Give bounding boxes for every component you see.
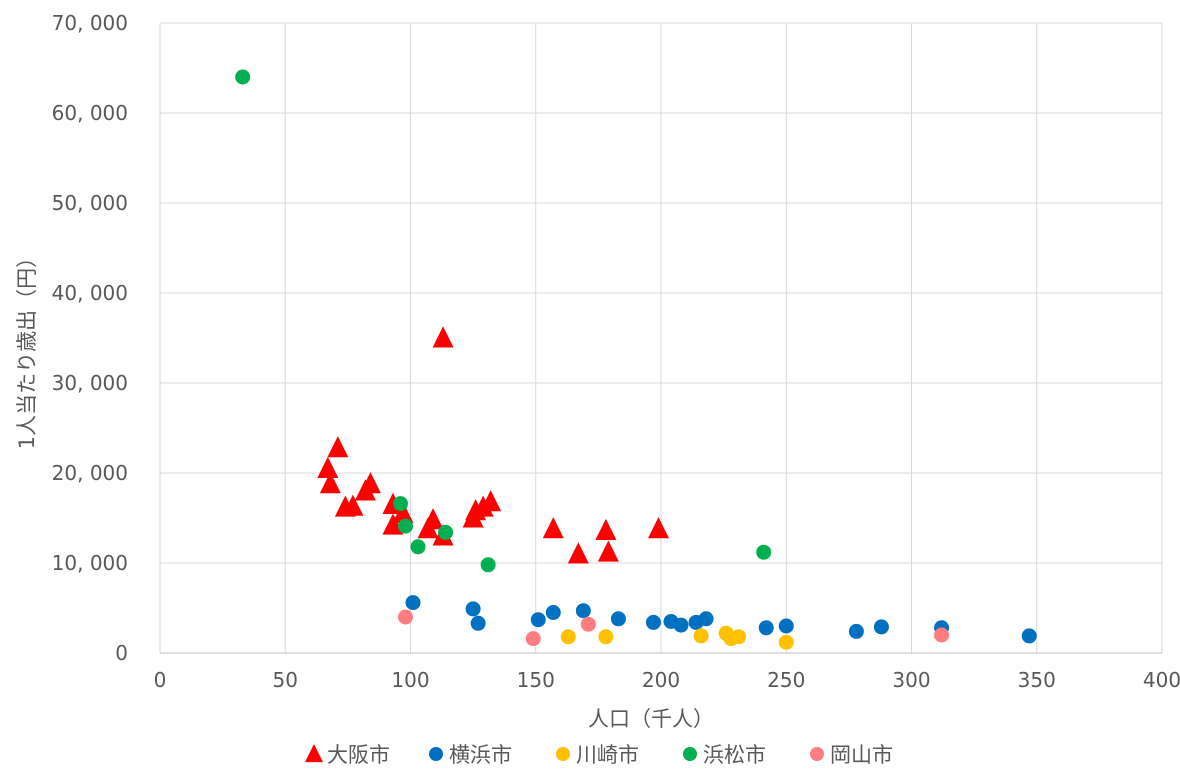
legend-marker-circle — [810, 747, 824, 761]
data-point-triangle — [392, 501, 414, 523]
legend-item: 浜松市 — [683, 743, 766, 767]
data-point-triangle — [542, 517, 564, 539]
y-tick-label: 0 — [115, 641, 128, 665]
data-point-triangle — [382, 513, 404, 535]
data-point-circle — [698, 611, 714, 627]
data-point-circle — [235, 69, 251, 85]
data-point-circle — [934, 627, 950, 643]
data-point-triangle — [432, 326, 454, 348]
data-point-circle — [530, 612, 546, 628]
data-point-circle — [693, 628, 709, 644]
x-tick-label: 0 — [154, 668, 167, 692]
legend-label: 岡山市 — [830, 743, 893, 767]
y-tick-label: 60, 000 — [52, 101, 128, 125]
data-point-circle — [580, 616, 596, 632]
data-point-circle — [848, 623, 864, 639]
data-point-circle — [673, 617, 689, 633]
data-point-circle — [645, 614, 661, 630]
legend-marker-circle — [556, 747, 570, 761]
data-point-circle — [480, 557, 496, 573]
data-point-circle — [575, 603, 591, 619]
data-point-circle — [397, 518, 413, 534]
data-point-circle — [1021, 628, 1037, 644]
y-tick-label: 70, 000 — [52, 11, 128, 35]
data-point-triangle — [480, 490, 502, 512]
data-point-circle — [758, 620, 774, 636]
legend-marker-circle — [429, 747, 443, 761]
data-point-circle — [397, 609, 413, 625]
x-tick-label: 350 — [1018, 668, 1056, 692]
x-tick-label: 300 — [892, 668, 930, 692]
x-tick-label: 50 — [273, 668, 298, 692]
data-point-triangle — [647, 517, 669, 539]
data-point-circle — [873, 619, 889, 635]
legend-item: 大阪市 — [305, 743, 390, 767]
data-point-triangle — [342, 494, 364, 516]
data-point-circle — [470, 615, 486, 631]
data-point-circle — [598, 629, 614, 645]
data-point-circle — [438, 524, 454, 540]
grid — [159, 22, 1163, 654]
x-tick-label: 200 — [642, 668, 680, 692]
y-tick-label: 40, 000 — [52, 281, 128, 305]
data-point-circle — [756, 544, 772, 560]
legend: 大阪市 横浜市 川崎市 浜松市 岡山市 — [305, 743, 893, 767]
legend-item: 岡山市 — [810, 743, 893, 767]
data-point-circle — [405, 595, 421, 611]
data-point-circle — [410, 539, 426, 555]
y-tick-label: 50, 000 — [52, 191, 128, 215]
data-point-circle — [465, 601, 481, 617]
data-point-circle — [610, 611, 626, 627]
legend-item: 横浜市 — [429, 743, 512, 767]
x-tick-label: 100 — [391, 668, 429, 692]
data-point-circle — [731, 629, 747, 645]
data-point-triangle — [354, 479, 376, 501]
axes: 0 10, 000 20, 000 30, 000 40, 000 50, 000 60, … — [52, 11, 1180, 692]
data-point-circle — [778, 618, 794, 634]
y-tick-label: 20, 000 — [52, 461, 128, 485]
data-point-triangle — [319, 472, 341, 494]
data-point-circle — [778, 634, 794, 650]
x-tick-label: 400 — [1143, 668, 1180, 692]
legend-label: 大阪市 — [327, 743, 390, 767]
data-point-triangle — [327, 436, 349, 458]
data-point-circle — [545, 605, 561, 620]
legend-item: 川崎市 — [556, 743, 639, 767]
legend-label: 浜松市 — [703, 743, 766, 767]
data-point-circle — [392, 496, 408, 512]
legend-label: 横浜市 — [449, 743, 512, 767]
data-point-triangle — [422, 508, 444, 530]
data-point-triangle — [567, 542, 589, 564]
legend-marker-triangle — [305, 743, 323, 763]
legend-marker-circle — [683, 747, 697, 761]
data-point-triangle — [317, 456, 339, 478]
data-points — [235, 69, 1037, 650]
x-tick-label: 250 — [767, 668, 805, 692]
y-axis-title: 1人当たり歳出（円） — [15, 247, 39, 449]
y-tick-label: 10, 000 — [52, 551, 128, 575]
data-point-circle — [525, 631, 541, 647]
legend-label: 川崎市 — [576, 743, 639, 767]
data-point-circle — [560, 629, 576, 645]
y-tick-label: 30, 000 — [52, 371, 128, 395]
x-tick-label: 150 — [517, 668, 555, 692]
data-point-triangle — [595, 518, 617, 541]
x-axis-title: 人口（千人） — [588, 707, 714, 731]
data-point-triangle — [597, 540, 619, 562]
